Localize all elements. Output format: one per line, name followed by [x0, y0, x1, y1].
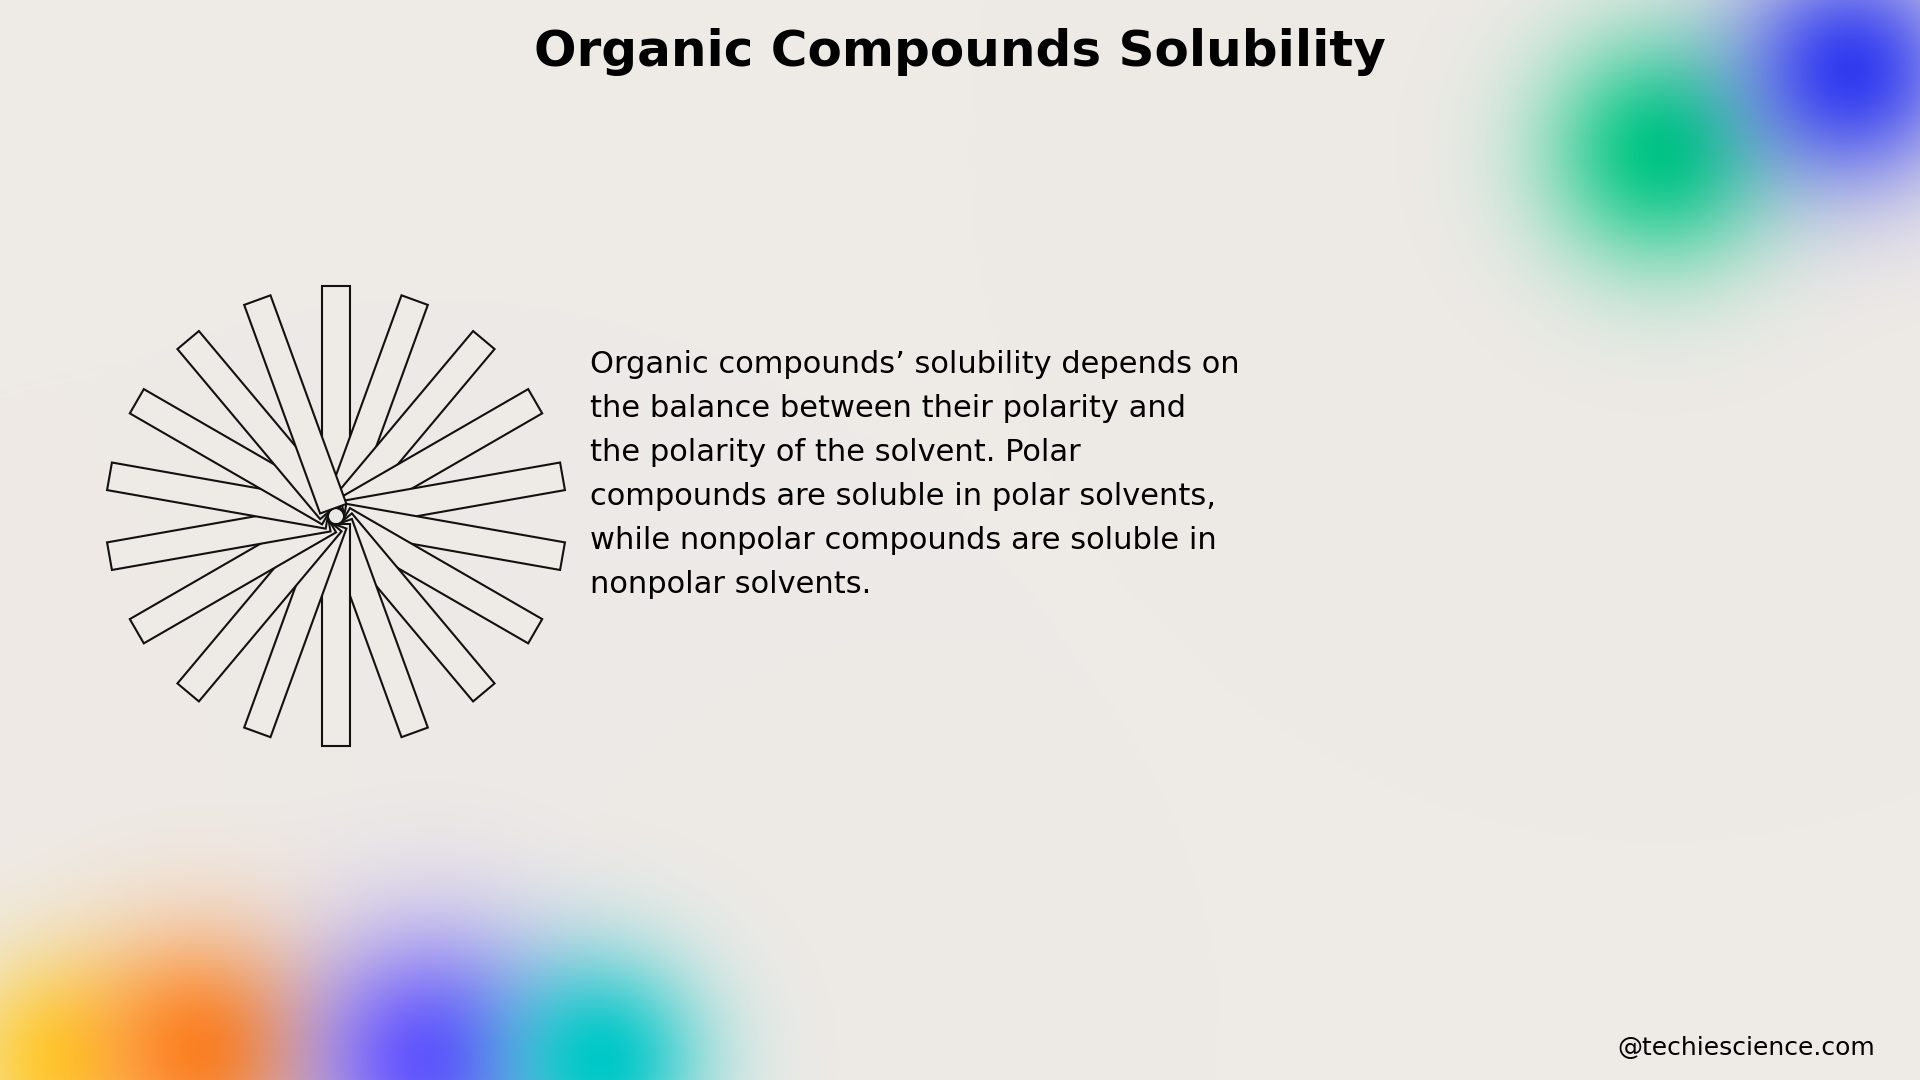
Polygon shape [336, 389, 541, 525]
Polygon shape [131, 389, 336, 525]
Polygon shape [244, 295, 346, 513]
Text: Organic compounds’ solubility depends on
the balance between their polarity and
: Organic compounds’ solubility depends on… [589, 350, 1240, 598]
Polygon shape [108, 462, 330, 528]
Polygon shape [342, 462, 564, 528]
Polygon shape [108, 504, 330, 570]
Polygon shape [131, 508, 336, 644]
Text: @techiescience.com: @techiescience.com [1617, 1036, 1876, 1059]
Polygon shape [177, 513, 342, 701]
Polygon shape [323, 286, 349, 509]
Polygon shape [342, 504, 564, 570]
Polygon shape [323, 524, 349, 746]
Text: Organic Compounds Solubility: Organic Compounds Solubility [534, 28, 1386, 76]
Polygon shape [336, 508, 541, 644]
Polygon shape [326, 519, 428, 738]
Polygon shape [326, 295, 428, 513]
Polygon shape [330, 332, 495, 519]
Polygon shape [244, 519, 346, 738]
Polygon shape [177, 332, 342, 519]
Polygon shape [330, 513, 495, 701]
